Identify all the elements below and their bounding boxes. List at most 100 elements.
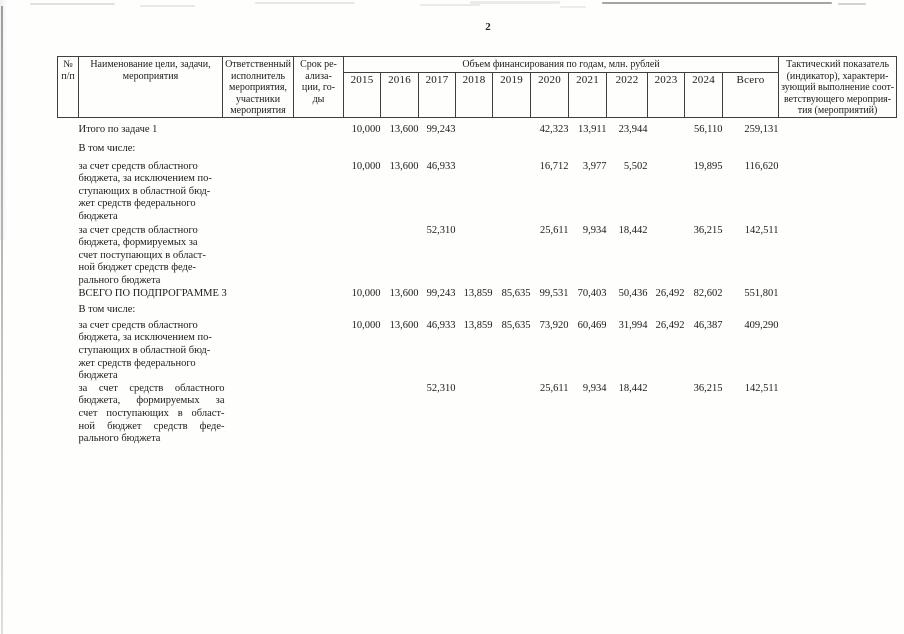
value-cell: [456, 156, 493, 224]
header-financing-title: Объем финансирования по годам, млн. рубл…: [342, 56, 780, 73]
row-label: за счет средств областного бюджета, форм…: [78, 382, 225, 432]
row-label: Итого по задаче 1: [78, 123, 158, 135]
value-cell: 3,977: [582, 160, 607, 172]
value-cell: [648, 224, 685, 288]
header-year-2015: 2015: [343, 71, 381, 118]
value-cell: 13,600: [389, 123, 419, 135]
row-label-cell: В том числе:: [79, 136, 344, 156]
row-label-last-line: рального бюджета: [78, 433, 161, 445]
row-label-cell: ВСЕГО ПО ПОДПРОГРАММЕ 3: [79, 288, 344, 301]
table-row: В том числе:: [58, 136, 897, 156]
scan-edge-shadow: [0, 0, 8, 240]
value-cell: [493, 156, 531, 224]
value-cell: 85,635: [501, 319, 531, 331]
value-cell: [381, 224, 419, 288]
scan-smudge: [140, 5, 195, 7]
value-cell: 85,635: [501, 287, 531, 299]
value-cell: [381, 383, 419, 446]
scan-smudge: [255, 2, 355, 4]
row-label-cell: Итого по задаче 1: [79, 117, 344, 136]
total-cell: 142,511: [744, 224, 779, 236]
header-year-2019: 2019: [492, 71, 531, 118]
scan-smudge: [838, 3, 866, 5]
header-col-number: № п/п: [57, 56, 79, 118]
value-cell: 52,310: [426, 382, 456, 394]
header-year-2018: 2018: [455, 71, 493, 118]
scan-smudge: [470, 1, 560, 4]
financing-table: № п/п Наименование цели, задачи, меропри…: [57, 56, 898, 446]
value-cell: 50,436: [618, 287, 648, 299]
value-cell: 10,000: [351, 123, 381, 135]
row-label-cell: В том числе:: [79, 300, 344, 317]
value-cell: 25,611: [540, 224, 569, 236]
value-cell: 36,215: [693, 224, 723, 236]
table-row: за счет средств областного бюджета, форм…: [58, 224, 897, 288]
value-cell: 73,920: [539, 319, 569, 331]
value-cell: 10,000: [351, 287, 381, 299]
value-cell: 25,611: [540, 382, 569, 394]
scan-smudge: [602, 2, 832, 4]
value-cell: [493, 117, 531, 136]
header-year-2020: 2020: [530, 71, 569, 118]
value-cell: 10,000: [351, 319, 381, 331]
value-cell: [344, 383, 381, 446]
value-cell: 16,712: [539, 160, 569, 172]
value-cell: 42,323: [539, 123, 569, 135]
value-cell: 82,602: [693, 287, 723, 299]
value-cell: 19,895: [693, 160, 723, 172]
value-cell: 70,403: [577, 287, 607, 299]
value-cell: 99,531: [539, 287, 569, 299]
value-cell: 26,492: [655, 319, 685, 331]
value-cell: 52,310: [426, 224, 456, 236]
row-label: за счет средств областного бюджета, форм…: [78, 224, 206, 287]
value-cell: 46,933: [426, 319, 456, 331]
value-cell: 46,933: [426, 160, 456, 172]
header-col-executor: Ответственный исполнитель мероприятия, у…: [222, 56, 294, 118]
header-col-total: Всего: [721, 71, 780, 118]
table-row: Итого по задаче 1 10,000 13,600 99,243 4…: [58, 117, 897, 136]
value-cell: 99,243: [426, 123, 456, 135]
value-cell: 31,994: [618, 319, 648, 331]
scan-left-edge-line: [1, 6, 3, 634]
header-col-indicator: Тактический показатель (индикатор), хара…: [778, 56, 898, 118]
value-cell: 13,859: [463, 319, 493, 331]
value-cell: [648, 117, 685, 136]
header-col-name: Наименование цели, задачи, мероприятия: [78, 56, 223, 118]
value-cell: [648, 383, 685, 446]
total-cell: 142,511: [744, 382, 779, 394]
value-cell: [493, 224, 531, 288]
table-row: за счет средств областного бюджета, за и…: [58, 156, 897, 224]
scan-smudge: [560, 6, 586, 8]
table-row: за счет средств областного бюджета, форм…: [58, 383, 897, 446]
row-label-cell: за счет средств областного бюджета, за и…: [79, 156, 344, 224]
header-year-2017: 2017: [418, 71, 456, 118]
table-row: за счет средств областного бюджета, за и…: [58, 317, 897, 383]
value-cell: 18,442: [618, 224, 648, 236]
row-label-cell: за счет средств областного бюджета, форм…: [79, 224, 344, 288]
value-cell: 13,859: [463, 287, 493, 299]
header-year-2022: 2022: [606, 71, 648, 118]
value-cell: 56,110: [694, 123, 723, 135]
total-cell: 409,290: [744, 319, 779, 331]
value-cell: 99,243: [426, 287, 456, 299]
header-year-2023: 2023: [647, 71, 685, 118]
header-year-2021: 2021: [568, 71, 607, 118]
scan-smudge: [30, 3, 115, 5]
total-cell: 116,620: [744, 160, 779, 172]
row-label-cell: за счет средств областного бюджета, форм…: [79, 383, 344, 446]
value-cell: 9,934: [582, 224, 607, 236]
value-cell: [456, 117, 493, 136]
table-row-subprogram-total: ВСЕГО ПО ПОДПРОГРАММЕ 3 10,000 13,600 99…: [58, 288, 897, 301]
row-label: ВСЕГО ПО ПОДПРОГРАММЕ 3: [78, 287, 227, 299]
value-cell: [456, 383, 493, 446]
value-cell: 36,215: [693, 382, 723, 394]
row-label: за счет средств областного бюджета, за и…: [78, 160, 212, 223]
header-year-2016: 2016: [380, 71, 419, 118]
total-cell: 259,131: [744, 123, 779, 135]
row-label: В том числе:: [78, 304, 136, 316]
row-label: В том числе:: [78, 143, 136, 155]
page-number: 2: [485, 21, 491, 33]
value-cell: 9,934: [582, 382, 607, 394]
value-cell: [648, 156, 685, 224]
value-cell: [493, 383, 531, 446]
